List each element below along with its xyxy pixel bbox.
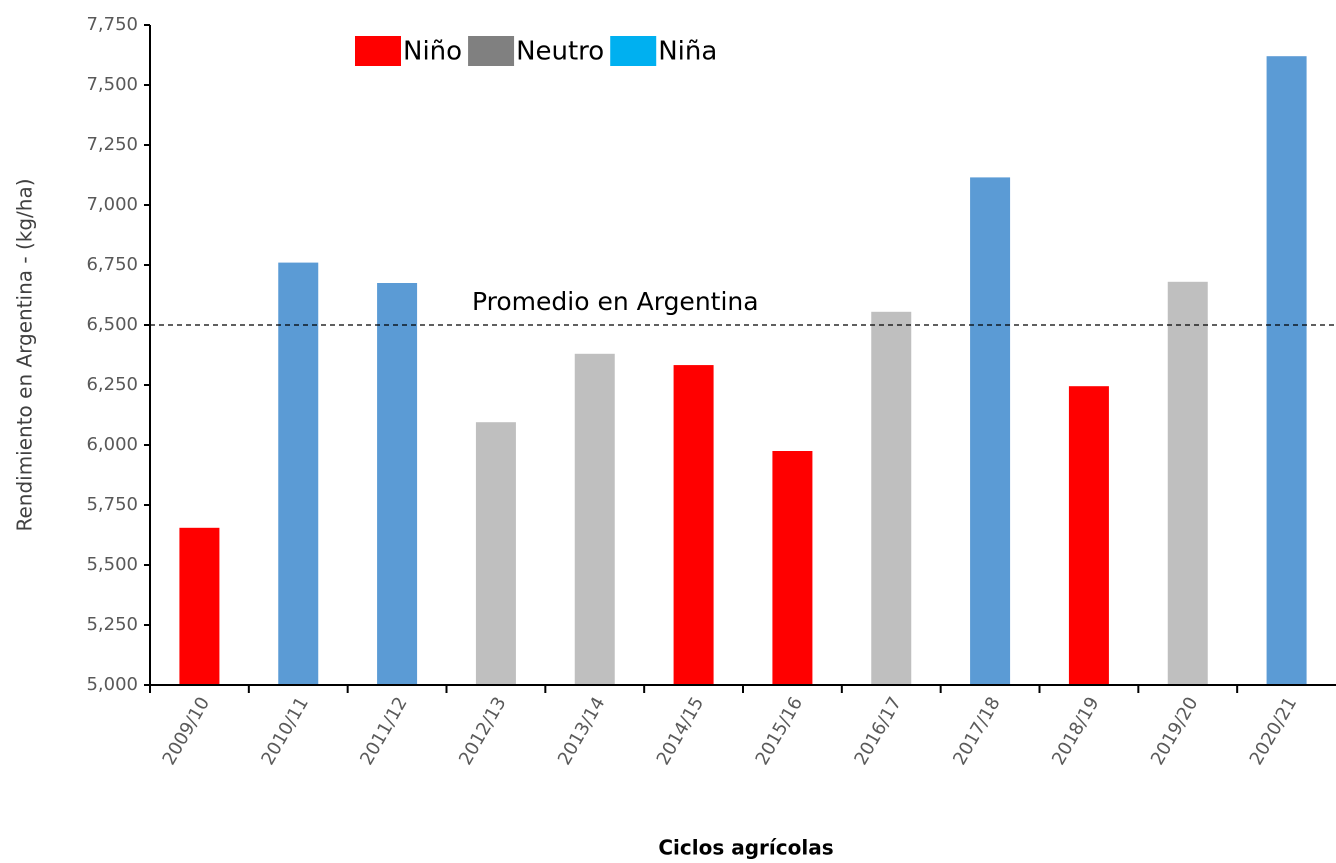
- x-axis-label: Ciclos agrícolas: [658, 836, 833, 860]
- bar: [475, 422, 516, 685]
- legend-swatch: [468, 36, 515, 66]
- x-tick-label: 2018/19: [1048, 694, 1104, 769]
- reference-label: Promedio en Argentina: [472, 287, 759, 316]
- x-tick-label: 2017/18: [949, 694, 1005, 769]
- bar: [871, 311, 912, 685]
- x-tick-label: 2010/11: [257, 694, 313, 769]
- y-tick-label: 6,000: [86, 434, 138, 455]
- legend-label: Niña: [658, 37, 717, 67]
- bar: [970, 177, 1011, 685]
- y-tick-label: 7,000: [86, 194, 138, 215]
- legend-label: Neutro: [516, 37, 604, 67]
- bar: [772, 451, 813, 685]
- x-tick-label: 2013/14: [554, 694, 610, 769]
- bar: [1068, 386, 1109, 685]
- y-tick-label: 6,750: [86, 254, 138, 275]
- y-tick-label: 7,750: [86, 14, 138, 35]
- y-axis-label: Rendimiento en Argentina - (kg/ha): [13, 178, 37, 531]
- x-tick-label: 2014/15: [653, 694, 709, 769]
- bar: [377, 283, 418, 685]
- y-tick-label: 6,250: [86, 374, 138, 395]
- y-tick-label: 5,750: [86, 494, 138, 515]
- x-tick-label: 2020/21: [1246, 694, 1302, 769]
- legend-swatch: [610, 36, 657, 66]
- y-tick-label: 7,500: [86, 74, 138, 95]
- x-tick-label: 2011/12: [356, 694, 412, 769]
- y-tick-label: 5,500: [86, 554, 138, 575]
- bar: [673, 365, 714, 685]
- x-tick-label: 2019/20: [1147, 694, 1203, 769]
- bar: [278, 262, 319, 685]
- y-tick-label: 6,500: [86, 314, 138, 335]
- x-tick-label: 2012/13: [455, 694, 511, 769]
- x-tick-label: 2016/17: [850, 694, 906, 769]
- y-tick-label: 5,000: [86, 674, 138, 695]
- x-tick-label: 2015/16: [751, 694, 807, 769]
- bar: [1266, 56, 1307, 685]
- bar: [574, 353, 615, 685]
- bar: [1167, 281, 1208, 685]
- bar: [179, 527, 220, 685]
- y-tick-label: 5,250: [86, 614, 138, 635]
- y-tick-label: 7,250: [86, 134, 138, 155]
- legend-swatch: [355, 36, 401, 66]
- x-tick-label: 2009/10: [158, 694, 214, 769]
- legend-label: Niño: [403, 37, 462, 67]
